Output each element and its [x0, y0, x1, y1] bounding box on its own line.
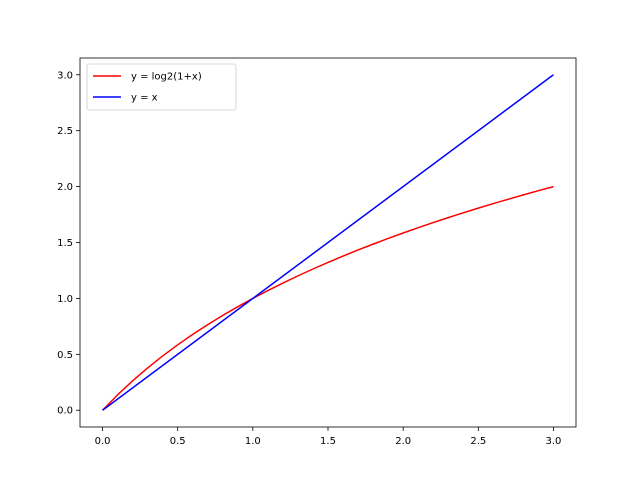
legend-box: [86, 63, 237, 111]
y-tick-label: 2.0: [57, 182, 73, 193]
y-tick-label: 3.0: [57, 70, 73, 81]
x-tick-label: 1.5: [320, 436, 336, 447]
x-tick-label: 1.0: [245, 436, 261, 447]
x-tick-label: 2.0: [395, 436, 411, 447]
series-line-2: [102, 74, 554, 411]
y-tick-label: 1.0: [57, 294, 73, 305]
y-tick-label: 2.5: [57, 126, 73, 137]
y-tick-label: 0.5: [57, 350, 73, 361]
legend-label-1: y = log2(1+x): [131, 72, 202, 83]
y-tick-label: 0.0: [57, 406, 73, 417]
x-tick-label: 0.0: [95, 436, 111, 447]
x-tick-label: 3.0: [546, 436, 562, 447]
x-tick-label: 0.5: [170, 436, 186, 447]
x-axis: 0.0 0.5 1.0 1.5 2.0 2.5 3.0: [95, 427, 562, 447]
series-line-1: [102, 185, 554, 411]
y-tick-label: 1.5: [57, 238, 73, 249]
legend-label-2: y = x: [131, 93, 158, 104]
legend: y = log2(1+x) y = x: [86, 63, 237, 111]
series-layer: [102, 74, 554, 411]
y-axis: 0.0 0.5 1.0 1.5 2.0 2.5 3.0: [57, 70, 80, 417]
x-tick-label: 2.5: [470, 436, 486, 447]
